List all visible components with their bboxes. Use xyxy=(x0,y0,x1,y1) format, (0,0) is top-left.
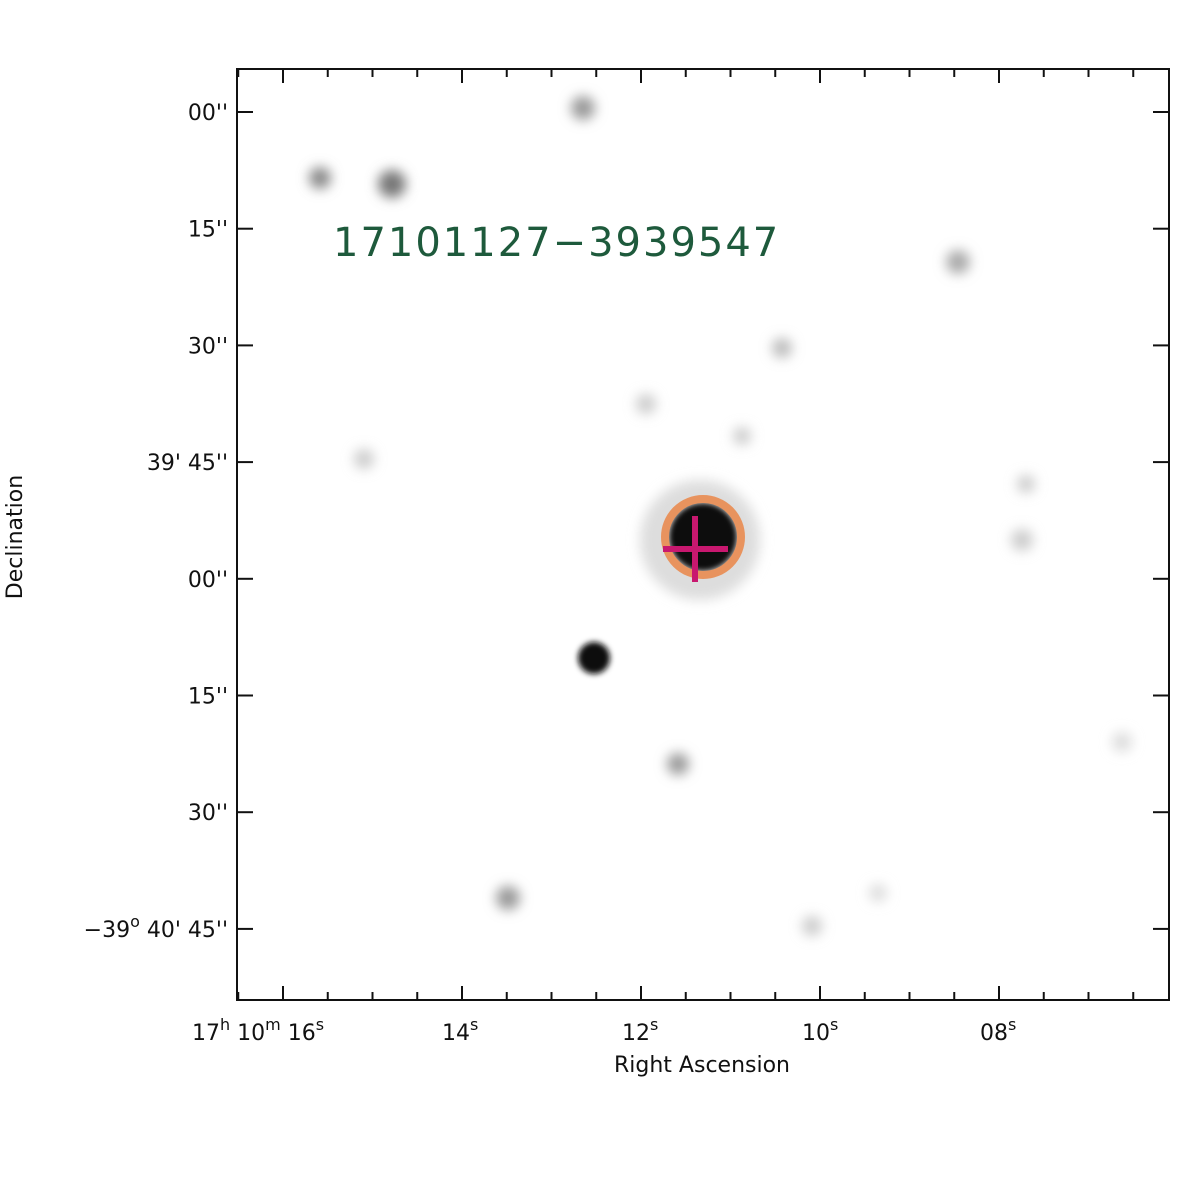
text-part: 40' 45'' xyxy=(140,918,228,943)
text-part: 00'' xyxy=(188,101,228,126)
y-tick-label: 00'' xyxy=(188,568,228,593)
text-part: 17 xyxy=(192,1021,220,1046)
text-part: −39 xyxy=(84,918,130,943)
x-tick-label: 14s xyxy=(442,1015,478,1046)
y-tick-label: 30'' xyxy=(188,334,228,359)
y-tick-label: 15'' xyxy=(188,685,228,710)
bright-stars xyxy=(578,503,737,674)
x-axis-title: Right Ascension xyxy=(614,1053,790,1078)
y-axis-title: Declination xyxy=(3,475,28,599)
text-part: 08 xyxy=(980,1021,1008,1046)
text-part: 14 xyxy=(442,1021,470,1046)
axes xyxy=(236,68,1170,1001)
source-label: 17101127−3939547 xyxy=(333,220,780,266)
x-tick-label: 10s xyxy=(802,1015,838,1046)
text-part: 39' 45'' xyxy=(147,451,228,476)
text-part: 15'' xyxy=(188,685,228,710)
superscript: s xyxy=(830,1015,838,1034)
superscript: m xyxy=(265,1015,281,1034)
y-tick-label: 15'' xyxy=(188,218,228,243)
text-part: 00'' xyxy=(188,568,228,593)
text-part: 15'' xyxy=(188,218,228,243)
source-cross xyxy=(663,516,728,582)
text-part: 30'' xyxy=(188,801,228,826)
text-part: 16 xyxy=(281,1021,316,1046)
superscript: s xyxy=(470,1015,478,1034)
y-tick-label: 00'' xyxy=(188,101,228,126)
x-tick-label: 12s xyxy=(622,1015,658,1046)
x-tick-label: 08s xyxy=(980,1015,1016,1046)
y-tick-label: 30'' xyxy=(188,801,228,826)
source-circle xyxy=(661,495,745,579)
text-part: 10 xyxy=(802,1021,830,1046)
superscript: s xyxy=(650,1015,658,1034)
text-part: 12 xyxy=(622,1021,650,1046)
x-tick-label: 17h 10m 16s xyxy=(192,1015,324,1046)
superscript: s xyxy=(316,1015,324,1034)
superscript: s xyxy=(1008,1015,1016,1034)
text-part: 10 xyxy=(230,1021,265,1046)
superscript: o xyxy=(130,912,140,931)
y-tick-label: −39o 40' 45'' xyxy=(84,912,228,943)
text-part: 30'' xyxy=(188,334,228,359)
superscript: h xyxy=(220,1015,230,1034)
y-tick-label: 39' 45'' xyxy=(147,451,228,476)
